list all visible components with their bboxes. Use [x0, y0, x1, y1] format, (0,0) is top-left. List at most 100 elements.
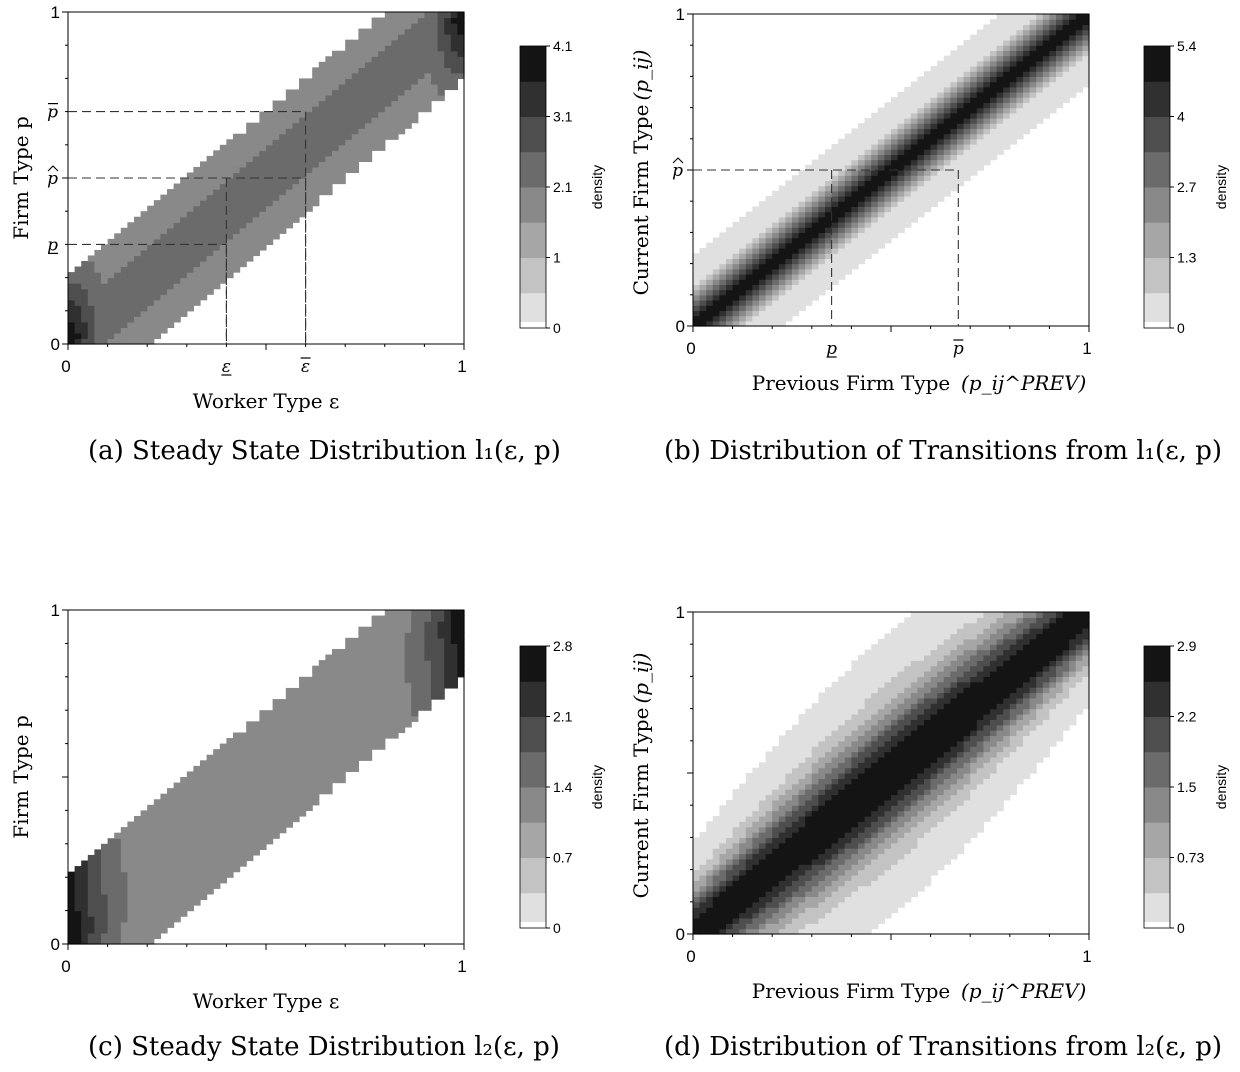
heatmap-cell [864, 175, 872, 181]
heatmap-cell [798, 923, 806, 930]
heatmap-cell [404, 83, 412, 91]
heatmap-cell [186, 255, 194, 262]
heatmap-cell [266, 227, 274, 234]
heatmap-cell [851, 196, 859, 202]
heatmap-cell [384, 128, 392, 135]
heatmap-cell [404, 39, 412, 46]
heatmap-cell [1016, 40, 1024, 46]
heatmap-cell [404, 615, 412, 622]
heatmap-cell [153, 799, 161, 806]
heatmap-cell [759, 912, 767, 919]
heatmap-cell [213, 266, 221, 273]
heatmap-cell [365, 45, 373, 52]
heatmap-cell [147, 277, 155, 284]
heatmap-cell [272, 799, 280, 806]
heatmap-cell [239, 189, 247, 196]
heatmap-cell [371, 28, 379, 35]
heatmap-cell [246, 244, 254, 251]
heatmap-cell [107, 921, 115, 928]
heatmap-cell [358, 39, 366, 46]
heatmap-cell [351, 665, 359, 672]
heatmap-cell [338, 56, 346, 63]
heatmap-cell [811, 227, 819, 233]
heatmap-cell [279, 117, 287, 124]
heatmap-cell [1023, 76, 1031, 83]
heatmap-cell [378, 687, 386, 695]
heatmap-cell [285, 726, 293, 734]
heatmap-cell [1029, 24, 1037, 31]
heatmap-cell [325, 676, 333, 683]
heatmap-cell [732, 248, 740, 254]
heatmap-cell [950, 60, 958, 67]
heatmap-cell [384, 648, 392, 656]
heatmap-cell [811, 159, 819, 166]
heatmap-cell [1003, 50, 1011, 57]
heatmap-cell [226, 810, 234, 817]
heatmap-cell [719, 821, 727, 828]
heatmap-cell [213, 771, 221, 778]
heatmap-cell [246, 205, 254, 212]
heatmap-cell [398, 17, 406, 24]
heatmap-cell [173, 827, 181, 834]
heatmap-cell [351, 128, 359, 135]
heatmap-cell [292, 183, 300, 190]
heatmap-cell [996, 14, 1004, 20]
heatmap-cell [246, 139, 254, 146]
heatmap-cell [752, 799, 760, 806]
heatmap-cell [858, 201, 866, 207]
heatmap-cell [811, 853, 819, 860]
heatmap-cell [943, 102, 951, 109]
heatmap-cell [699, 864, 707, 871]
heatmap-cell [226, 205, 234, 212]
heatmap-cell [798, 907, 806, 914]
heatmap-cell [765, 242, 773, 249]
heatmap-cell [785, 891, 793, 898]
heatmap-cell [897, 227, 905, 233]
heatmap-cell [884, 175, 892, 181]
heatmap-cell [345, 665, 353, 672]
heatmap-cell [825, 268, 833, 275]
heatmap-cell [81, 871, 89, 878]
heatmap-cell [792, 242, 800, 249]
heatmap-cell [266, 738, 274, 745]
heatmap-cell [285, 715, 293, 722]
heatmap-cell [101, 927, 109, 934]
heatmap-cell [299, 682, 307, 689]
heatmap-cell [864, 159, 872, 166]
heatmap-cell [1062, 14, 1070, 20]
heatmap-cell [219, 200, 227, 207]
heatmap-cell [792, 896, 800, 903]
heatmap-cell [1062, 86, 1070, 93]
heatmap-cell [785, 842, 793, 849]
heatmap-cell [765, 201, 773, 207]
heatmap-cell [345, 715, 353, 722]
heatmap-cell [325, 172, 333, 179]
heatmap-cell [325, 78, 333, 85]
heatmap-cell [206, 183, 214, 190]
heatmap-cell [417, 648, 425, 656]
heatmap-cell [1036, 118, 1044, 124]
heatmap-cell [910, 211, 918, 218]
heatmap-cell [864, 118, 872, 124]
heatmap-cell [167, 255, 175, 262]
heatmap-cell [239, 838, 247, 845]
heatmap-cell [94, 283, 102, 290]
heatmap-cell [904, 97, 912, 103]
heatmap-cell [213, 871, 221, 878]
heatmap-cell [312, 693, 320, 700]
heatmap-cell [219, 238, 227, 245]
heatmap-cell [68, 305, 76, 312]
heatmap-cell [404, 671, 412, 678]
heatmap-cell [107, 866, 115, 873]
heatmap-cell [345, 128, 353, 135]
heatmap-cell [990, 133, 998, 140]
heatmap-cell [943, 164, 951, 171]
heatmap-cell [444, 648, 452, 656]
heatmap-cell [811, 832, 819, 838]
heatmap-cell [101, 882, 109, 889]
heatmap-cell [332, 139, 340, 146]
heatmap-cell [411, 17, 419, 24]
heatmap-cell [726, 315, 734, 322]
heatmap-cell [792, 901, 800, 908]
heatmap-cell [252, 122, 260, 129]
